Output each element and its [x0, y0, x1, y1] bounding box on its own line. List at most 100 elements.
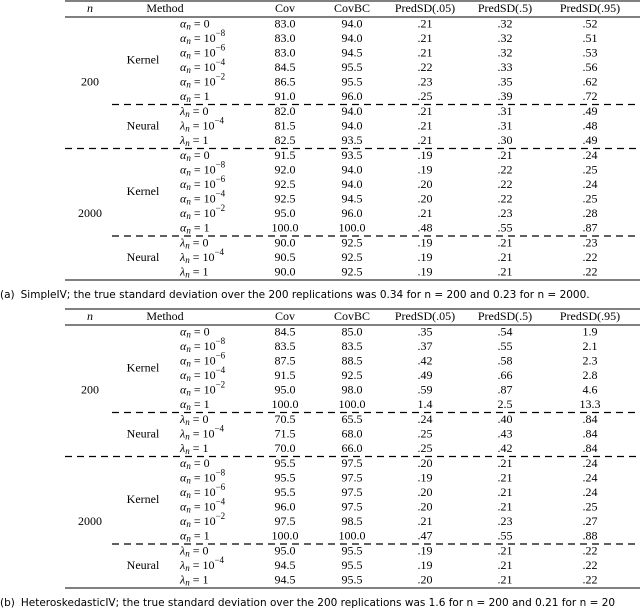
cell: 96.0	[342, 89, 363, 103]
cell: 100.0	[339, 528, 366, 542]
column-header: Method	[146, 1, 183, 15]
cell: .49	[583, 133, 598, 147]
symbol: λ	[179, 133, 185, 147]
parameter: αn = 10−2	[180, 203, 225, 221]
subscript: n	[186, 51, 191, 61]
cell: 97.5	[342, 485, 363, 499]
cell: 83.0	[275, 16, 296, 30]
cell: .84	[583, 441, 598, 455]
cell: .21	[418, 118, 433, 132]
cell: 91.5	[275, 368, 296, 382]
exponent: −8	[216, 336, 226, 346]
cell: .55	[498, 528, 513, 542]
symbol: α	[180, 191, 187, 205]
cell: 96.0	[275, 499, 296, 513]
cell: .47	[418, 528, 433, 542]
subscript: n	[186, 359, 191, 369]
subscript: n	[186, 330, 191, 340]
exponent: −4	[214, 555, 224, 565]
symbol: α	[180, 382, 187, 396]
cell: .49	[418, 368, 433, 382]
cell: 70.5	[275, 412, 296, 426]
cell: 92.0	[275, 162, 296, 176]
cell: .20	[418, 572, 433, 586]
cell: .19	[418, 558, 433, 572]
equation: = 10	[194, 162, 216, 176]
cell: .35	[418, 324, 433, 338]
subscript: n	[186, 461, 191, 471]
cell: .19	[418, 250, 433, 264]
cell: 95.5	[342, 543, 363, 557]
cell: .21	[418, 31, 433, 45]
cell: .19	[418, 470, 433, 484]
cell: .40	[498, 412, 513, 426]
cell: .53	[583, 45, 598, 59]
equation: = 10	[194, 499, 216, 513]
cell: 93.5	[342, 133, 363, 147]
cell: .87	[583, 220, 598, 234]
symbol: λ	[179, 441, 185, 455]
cell: 95.5	[342, 572, 363, 586]
cell: 85.0	[342, 324, 363, 338]
exponent: −4	[214, 247, 224, 257]
cell: 97.5	[342, 499, 363, 513]
exponent: −2	[216, 380, 226, 390]
subscript: n	[186, 505, 191, 515]
equation: = 0	[193, 543, 209, 557]
equation: = 10	[194, 31, 216, 45]
parameter: λn = 0	[179, 412, 208, 427]
exponent: −2	[216, 72, 226, 82]
cell: 95.5	[275, 470, 296, 484]
n-label: 2000	[78, 206, 102, 220]
cell: 70.0	[275, 441, 296, 455]
equation: = 1	[193, 441, 209, 455]
subscript: n	[186, 22, 191, 32]
cell: 100.0	[272, 397, 299, 411]
subscript: n	[186, 94, 191, 104]
cell: .32	[498, 16, 513, 30]
cell: .48	[583, 118, 598, 132]
cell: 87.5	[275, 353, 296, 367]
cell: 94.5	[275, 572, 296, 586]
cell: .55	[498, 339, 513, 353]
cell: .21	[418, 133, 433, 147]
subscript: n	[185, 255, 190, 265]
column-header: CovBC	[334, 309, 370, 323]
column-header: CovBC	[334, 1, 370, 15]
symbol: λ	[179, 118, 185, 132]
cell: 84.5	[275, 60, 296, 74]
cell: .25	[418, 89, 433, 103]
cell: 90.0	[275, 264, 296, 278]
symbol: α	[180, 353, 187, 367]
column-header: PredSD(.05)	[395, 1, 455, 15]
equation: = 0	[194, 324, 210, 338]
equation: = 10	[194, 485, 216, 499]
subscript: n	[185, 109, 190, 119]
cell: .21	[418, 514, 433, 528]
cell: 13.3	[580, 397, 601, 411]
cell: 92.5	[342, 250, 363, 264]
cell: .23	[498, 514, 513, 528]
cell: .30	[498, 133, 513, 147]
equation: = 10	[193, 558, 215, 572]
cell: .84	[583, 412, 598, 426]
caption-label: (a)	[0, 289, 15, 301]
cell: 92.5	[275, 191, 296, 205]
cell: 94.0	[342, 16, 363, 30]
subscript: n	[186, 344, 191, 354]
equation: = 1	[193, 264, 209, 278]
cell: .62	[583, 74, 598, 88]
equation: = 10	[194, 206, 216, 220]
caption-text: SimpleIV; the true standard deviation ov…	[21, 289, 590, 301]
method-label: Neural	[127, 558, 160, 572]
subscript: n	[185, 417, 190, 427]
cell: 94.0	[342, 118, 363, 132]
parameter: λn = 0	[179, 104, 208, 119]
cell: .84	[583, 426, 598, 440]
symbol: α	[180, 60, 187, 74]
equation: = 0	[194, 456, 210, 470]
cell: .22	[498, 191, 513, 205]
symbol: α	[180, 162, 187, 176]
exponent: −2	[216, 511, 226, 521]
cell: .22	[583, 543, 598, 557]
